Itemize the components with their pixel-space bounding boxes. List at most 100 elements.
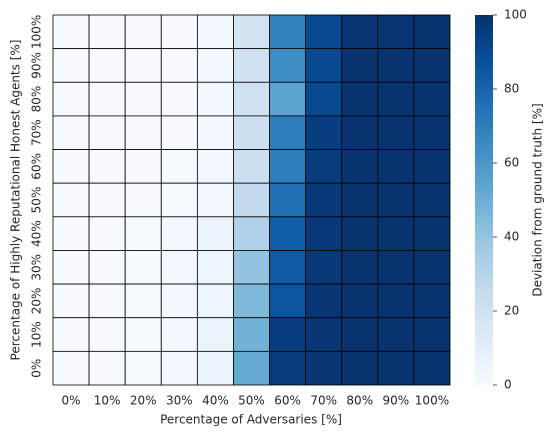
heatmap-cell (196, 149, 234, 184)
x-tick-label: 20% (130, 394, 157, 408)
heatmap-cell (124, 350, 162, 386)
heatmap-cell (377, 48, 415, 83)
heatmap-cell (341, 216, 379, 251)
colorbar-tick-label: 80 (504, 82, 519, 96)
y-tick-label: 40% (30, 220, 44, 247)
heatmap-cell (305, 115, 343, 150)
heatmap-cell (377, 149, 415, 184)
colorbar-label: Deviation from ground truth [%] (531, 103, 545, 296)
heatmap-cell (160, 182, 198, 218)
y-tick-label: 90% (30, 52, 44, 79)
heatmap-cell (269, 216, 307, 251)
y-tick-label: 10% (30, 321, 44, 348)
heatmap-cell (124, 250, 162, 285)
y-tick-label: 80% (30, 86, 44, 113)
heatmap-cell (88, 317, 126, 352)
heatmap-cell (305, 14, 343, 50)
heatmap-cell (269, 149, 307, 184)
heatmap-cell (233, 317, 270, 352)
heatmap-cell (160, 115, 198, 150)
heatmap-cell (196, 350, 234, 386)
x-tick-label: 60% (274, 394, 301, 408)
heatmap-cell (233, 250, 270, 285)
heatmap-cell (52, 48, 90, 83)
heatmap-cell (305, 283, 343, 319)
x-tick-label: 100% (415, 394, 449, 408)
heatmap-cell (124, 216, 162, 251)
heatmap-cell (233, 216, 270, 251)
heatmap-cell (377, 250, 415, 285)
heatmap-cell (160, 149, 198, 184)
x-axis-label: Percentage of Adversaries [%] (160, 413, 342, 427)
y-tick-label: 20% (30, 288, 44, 315)
heatmap-cell (160, 350, 198, 386)
heatmap-cell (88, 149, 126, 184)
x-tick-label: 50% (238, 394, 265, 408)
y-tick-label: 100% (30, 15, 44, 49)
heatmap-cell (160, 81, 198, 117)
heatmap-cell (160, 317, 198, 352)
heatmap-cell (124, 317, 162, 352)
heatmap-cell (305, 216, 343, 251)
heatmap-cell (305, 48, 343, 83)
heatmap-cell (413, 250, 451, 285)
heatmap-cell (305, 149, 343, 184)
heatmap-cell (88, 48, 126, 83)
heatmap-cell (413, 216, 451, 251)
heatmap-cell (413, 14, 451, 50)
colorbar-tick-label: 0 (504, 378, 512, 392)
heatmap-cell (377, 115, 415, 150)
heatmap-cell (269, 350, 307, 386)
heatmap-cell (233, 48, 270, 83)
heatmap-cell (341, 14, 379, 50)
heatmap-cell (413, 48, 451, 83)
x-tick-label: 30% (166, 394, 193, 408)
heatmap-cell (52, 81, 90, 117)
heatmap-cell (196, 216, 234, 251)
heatmap-cell (196, 115, 234, 150)
heatmap-cell (269, 14, 307, 50)
heatmap-cell (413, 350, 451, 386)
heatmap-cell (124, 81, 162, 117)
heatmap-cell (52, 14, 90, 50)
heatmap-cell (196, 317, 234, 352)
heatmap-cell (52, 216, 90, 251)
heatmap-cell (413, 182, 451, 218)
heatmap-cell (269, 48, 307, 83)
y-tick-label: 50% (30, 187, 44, 214)
heatmap-cell (160, 283, 198, 319)
y-tick-label: 60% (30, 153, 44, 180)
heatmap-cell (233, 81, 270, 117)
heatmap-cell (341, 250, 379, 285)
x-tick-label: 10% (94, 394, 121, 408)
heatmap-cell (269, 182, 307, 218)
heatmap-cell (196, 182, 234, 218)
heatmap-cell (196, 250, 234, 285)
heatmap-cell (196, 48, 234, 83)
heatmap-cell (341, 149, 379, 184)
heatmap-cell (52, 115, 90, 150)
heatmap-cell (341, 115, 379, 150)
heatmap-cell (305, 182, 343, 218)
heatmap-cell (233, 182, 270, 218)
heatmap-cell (377, 350, 415, 386)
heatmap-cell (377, 317, 415, 352)
heatmap-cell (124, 48, 162, 83)
heatmap-cell (52, 350, 90, 386)
heatmap-cell (377, 283, 415, 319)
heatmap-cell (233, 283, 270, 319)
heatmap-cell (52, 283, 90, 319)
heatmap-cell (160, 250, 198, 285)
heatmap-cell (160, 14, 198, 50)
heatmap-cell (88, 283, 126, 319)
heatmap-cell (269, 283, 307, 319)
heatmap-cell (269, 115, 307, 150)
heatmap-cell (413, 149, 451, 184)
heatmap-cell (124, 14, 162, 50)
heatmap-cell (160, 48, 198, 83)
heatmap-cell (88, 350, 126, 386)
heatmap-cell (88, 216, 126, 251)
heatmap-cell (196, 14, 234, 50)
heatmap-cell (52, 250, 90, 285)
heatmap-cell (377, 182, 415, 218)
